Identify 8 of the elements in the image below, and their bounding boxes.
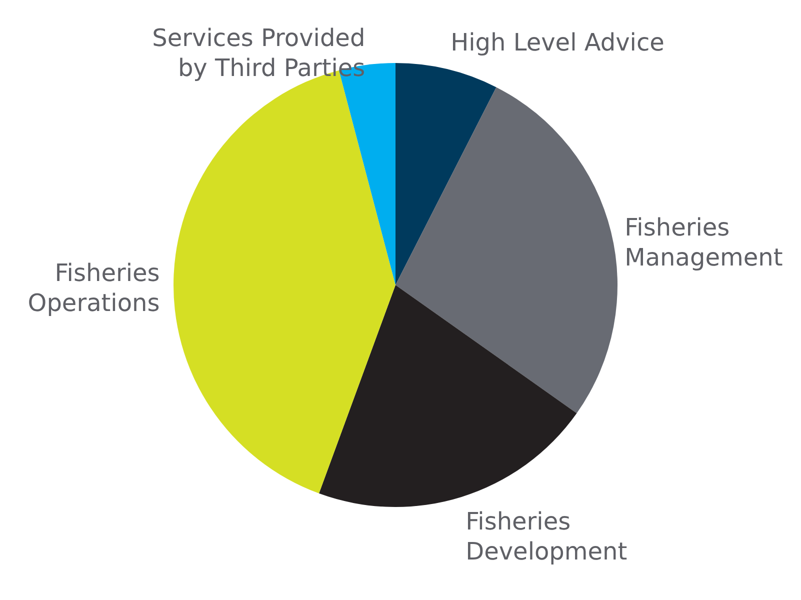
slice-label: Fisheries Operations: [28, 258, 160, 317]
slice-label: Fisheries Management: [624, 213, 783, 272]
pie-slice: [396, 63, 496, 285]
slice-label: High Level Advice: [450, 28, 664, 57]
slice-label: Services Provided by Third Parties: [152, 24, 366, 82]
pie-slice: [318, 285, 577, 507]
pie-slice: [396, 87, 618, 414]
slice-label: Fisheries Development: [466, 507, 628, 566]
